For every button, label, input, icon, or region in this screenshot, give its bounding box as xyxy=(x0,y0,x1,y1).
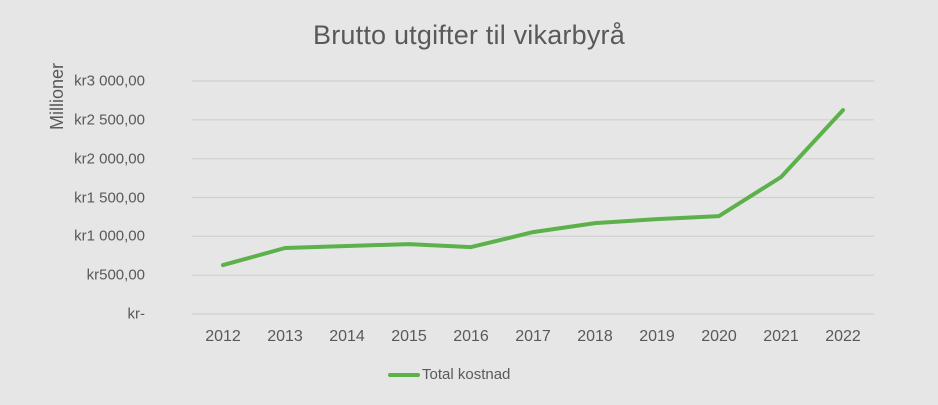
legend-label: Total kostnad xyxy=(422,366,511,383)
series-line xyxy=(221,108,845,268)
y-tick-label: kr2 500,00 xyxy=(74,111,145,129)
x-tick-label: 2012 xyxy=(205,328,241,345)
x-tick-label: 2018 xyxy=(577,328,613,345)
x-tick-label: 2021 xyxy=(763,328,799,345)
legend: Total kostnad xyxy=(388,366,510,383)
x-tick-label: 2016 xyxy=(453,328,489,345)
x-tick-label: 2020 xyxy=(701,328,737,345)
x-tick-label: 2014 xyxy=(329,328,365,345)
x-tick-label: 2013 xyxy=(267,328,303,345)
y-tick-label: kr- xyxy=(127,305,146,323)
y-tick-label: kr1 500,00 xyxy=(74,189,145,206)
y-tick-label: kr1 000,00 xyxy=(74,227,145,245)
y-tick-label: kr2 000,00 xyxy=(74,150,145,168)
x-tick-label: 2019 xyxy=(639,328,675,345)
y-tick-label: kr3 000,00 xyxy=(74,72,145,90)
chart-title: Brutto utgifter til vikarbyrå xyxy=(313,20,625,50)
x-tick-label: 2022 xyxy=(825,328,861,345)
x-tick-label: 2017 xyxy=(515,328,551,345)
y-tick-label: kr500,00 xyxy=(86,266,145,284)
x-tick-label: 2015 xyxy=(391,328,427,345)
legend-line-swatch-icon xyxy=(388,372,420,377)
